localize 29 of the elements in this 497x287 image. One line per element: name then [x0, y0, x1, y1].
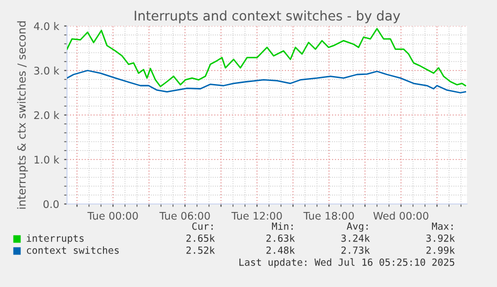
- x-tick-label: Wed 00:00: [373, 212, 428, 220]
- text: 2.48k: [266, 246, 295, 254]
- y-tick-label: 4.0 k: [34, 22, 60, 30]
- text: 3.92k: [426, 234, 455, 242]
- y-axis-title: interrupts & ctx switches / second: [17, 21, 28, 209]
- x-tick-label: Tue 00:00: [87, 212, 138, 220]
- y-tick-label: 3.0 k: [34, 66, 60, 75]
- text: Avg:: [346, 222, 368, 232]
- text: Max:: [432, 222, 453, 230]
- x-tick-label: Tue 18:00: [303, 212, 354, 220]
- legend-label: interrupts: [26, 234, 84, 244]
- text: 2.65k: [186, 234, 215, 242]
- text: Cur:: [192, 222, 213, 230]
- text: 2.99k: [426, 246, 455, 254]
- y-tick-label: 0.0: [43, 200, 59, 208]
- x-tick-label: Tue 06:00: [159, 212, 210, 220]
- y-tick-label: 2.0 k: [34, 111, 60, 120]
- line-series: [67, 28, 466, 88]
- text: Last update: Wed Jul 16 05:25:10 2025: [239, 258, 454, 268]
- text: 2.52k: [186, 246, 215, 254]
- text: 2.73k: [341, 246, 370, 254]
- text: 3.24k: [341, 234, 370, 242]
- legend-label: context switches: [26, 246, 119, 254]
- text: Min:: [272, 222, 293, 230]
- y-tick-label: 1.0 k: [34, 156, 60, 164]
- line-series: [67, 70, 466, 94]
- text: 2.63k: [266, 234, 295, 242]
- chart-title: Interrupts and context switches - by day: [134, 10, 400, 24]
- x-tick-label: Tue 12:00: [231, 212, 282, 220]
